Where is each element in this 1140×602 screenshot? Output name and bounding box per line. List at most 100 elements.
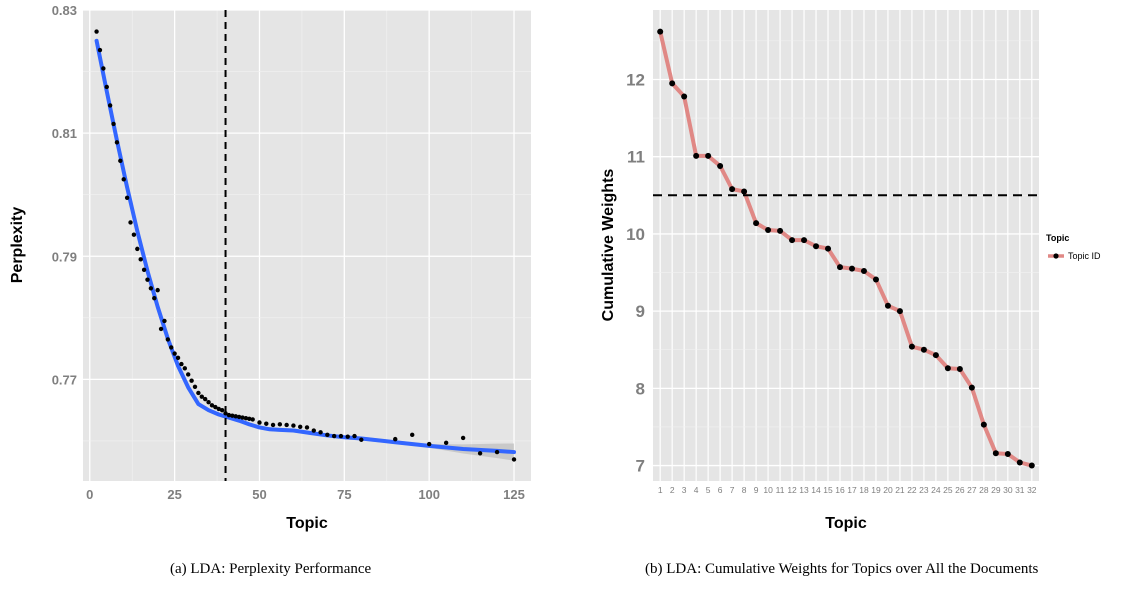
x-tick-label: 100 [418, 487, 440, 502]
data-point [233, 414, 238, 419]
y-tick-label: 0.81 [52, 126, 77, 141]
plot-background [83, 10, 531, 481]
data-point [1028, 462, 1035, 469]
data-point [729, 186, 736, 193]
data-point [494, 449, 500, 455]
data-point [848, 265, 855, 272]
data-point [216, 406, 221, 412]
x-tick-label: 3 [682, 485, 687, 495]
data-point [1004, 450, 1011, 457]
data-point [477, 451, 483, 456]
x-tick-label: 10 [763, 485, 773, 495]
data-points [94, 29, 517, 462]
data-point [199, 394, 204, 399]
x-tick-label: 27 [967, 485, 977, 495]
data-point [162, 318, 167, 324]
data-point [932, 352, 939, 359]
data-point [202, 396, 208, 402]
x-tick-label: 75 [337, 487, 351, 502]
data-point [443, 440, 449, 446]
data-point [825, 245, 832, 252]
data-point [169, 345, 174, 350]
data-point [944, 365, 951, 372]
x-tick-label: 16 [835, 485, 845, 495]
y-tick-label: 10 [626, 225, 645, 244]
y-tick-label: 12 [626, 70, 645, 89]
smooth-line-series [94, 38, 517, 455]
data-point [247, 416, 252, 422]
data-point [920, 346, 927, 353]
x-tick-label: 14 [811, 485, 821, 495]
legend: Topic Topic ID [1046, 233, 1101, 261]
x-axis-title: Topic [286, 515, 328, 532]
data-point [669, 80, 676, 87]
x-tick-label: 12 [787, 485, 797, 495]
data-point [813, 243, 820, 250]
data-point [189, 378, 194, 383]
x-tick-label: 2 [670, 485, 675, 495]
y-tick-label: 7 [636, 457, 645, 476]
data-point [236, 414, 242, 420]
data-point [192, 384, 198, 389]
data-point [318, 430, 323, 435]
x-axis-title: Topic [825, 515, 867, 532]
data-point [896, 308, 903, 315]
data-point [148, 286, 154, 291]
y-tick-label: 9 [636, 302, 645, 321]
data-point [304, 425, 310, 430]
data-point [196, 390, 201, 396]
data-point [801, 237, 808, 244]
y-tick-label: 11 [627, 148, 645, 167]
data-point [992, 450, 999, 457]
data-point [681, 93, 688, 100]
data-point [158, 326, 164, 332]
data-point [118, 158, 123, 164]
data-point [359, 437, 364, 442]
x-tick-label: 29 [991, 485, 1001, 495]
data-point [980, 421, 987, 428]
x-tick-label: 21 [895, 485, 905, 495]
data-point [908, 343, 915, 350]
data-point [135, 246, 140, 252]
x-tick-label: 18 [859, 485, 869, 495]
x-tick-label: 28 [979, 485, 989, 495]
data-point [884, 302, 891, 309]
data-point [155, 287, 160, 293]
x-tick-label: 9 [754, 485, 759, 495]
data-point [141, 267, 147, 273]
y-axis-title: Perplexity [9, 207, 26, 284]
data-point [693, 152, 700, 159]
data-point [172, 351, 177, 356]
data-point [101, 66, 106, 71]
caption-b: (b) LDA: Cumulative Weights for Topics o… [645, 561, 1039, 577]
grid-lines [83, 9, 531, 481]
data-point [213, 404, 218, 410]
x-tick-label: 7 [730, 485, 735, 495]
y-tick-labels: 7 8 9 10 11 12 [626, 70, 645, 475]
data-point [777, 227, 784, 234]
data-point [219, 407, 225, 413]
data-point [240, 415, 245, 420]
grid-lines [653, 10, 1039, 481]
data-point [837, 264, 844, 271]
data-point [209, 403, 215, 408]
data-point [138, 257, 143, 262]
x-tick-label: 26 [955, 485, 965, 495]
x-tick-label: 13 [799, 485, 809, 495]
data-point [165, 337, 171, 342]
x-tick-label: 15 [823, 485, 833, 495]
data-point [264, 421, 269, 426]
x-tick-label: 50 [252, 487, 266, 502]
data-point [270, 422, 276, 428]
data-point [860, 267, 867, 274]
data-point [94, 29, 99, 34]
cumulative-weights-chart: 1 2 3 4 5 6 7 8 9 10 11 12 13 14 15 16 17 18 19 20 21 22 23 24 2… [600, 10, 1101, 532]
data-point [111, 121, 116, 127]
x-tick-label: 11 [776, 485, 785, 495]
data-point [223, 411, 228, 416]
data-point [226, 412, 232, 418]
data-point [657, 28, 664, 35]
data-point [230, 413, 235, 418]
y-tick-label: 0.83 [52, 3, 77, 18]
